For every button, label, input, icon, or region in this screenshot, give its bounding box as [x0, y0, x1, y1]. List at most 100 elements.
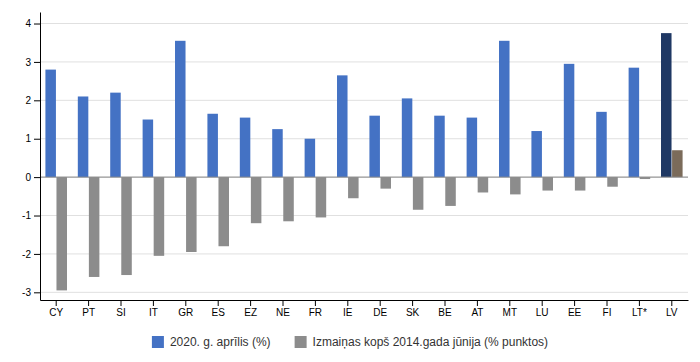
y-tick: -3 [22, 287, 40, 298]
bar [467, 118, 478, 178]
bar [402, 98, 413, 177]
bar [478, 177, 489, 192]
x-tick-label: IT [149, 307, 158, 318]
bar [499, 41, 510, 177]
x-tick: EZ [244, 300, 257, 318]
y-tick-label: 0 [25, 172, 31, 183]
y-axis-line [40, 13, 41, 301]
x-tick-mark [218, 300, 219, 306]
y-tick-label: -3 [22, 287, 31, 298]
x-tick-mark [56, 300, 57, 306]
x-tick-mark [542, 300, 543, 306]
y-tick-label: -2 [22, 249, 31, 260]
bar [175, 41, 186, 177]
x-tick: MT [503, 300, 517, 318]
bar [78, 96, 89, 177]
x-tick: LT* [632, 300, 647, 318]
bar [143, 120, 154, 178]
bar [218, 177, 229, 246]
x-tick-label: LT* [632, 307, 647, 318]
bar [110, 93, 121, 177]
x-tick-label: BE [438, 307, 452, 318]
bar [121, 177, 132, 275]
x-tick-label: AT [471, 307, 483, 318]
grid-line [40, 253, 688, 254]
x-tick-label: EZ [244, 307, 257, 318]
y-axis: -3 -2 -1 0 1 2 3 4 [22, 13, 40, 301]
x-tick: EE [568, 300, 582, 318]
x-tick-label: PT [82, 307, 95, 318]
x-tick-label: IE [343, 307, 353, 318]
x-tick-label: CY [49, 307, 63, 318]
x-tick-label: LU [536, 307, 549, 318]
x-tick-mark [88, 300, 89, 306]
x-tick: GR [178, 300, 193, 318]
x-tick: FI [603, 300, 612, 318]
x-tick-mark [509, 300, 510, 306]
legend: 2020. g. aprīlis (%) Izmaiņas kopš 2014.g… [152, 335, 548, 349]
bar [316, 177, 327, 217]
x-tick: AT [471, 300, 483, 318]
bar [305, 139, 316, 177]
x-tick-label: SI [116, 307, 125, 318]
x-tick: IT [149, 300, 158, 318]
grid-line [40, 138, 688, 139]
y-tick: 3 [25, 57, 40, 68]
x-tick-mark [639, 300, 640, 306]
bar [154, 177, 165, 256]
y-tick-mark [34, 292, 40, 293]
x-tick-mark [574, 300, 575, 306]
x-tick: PT [82, 300, 95, 318]
x-axis-line [41, 300, 689, 301]
bar [369, 116, 380, 177]
y-tick-label: 2 [25, 95, 31, 106]
bar-series [45, 33, 671, 177]
legend-item: 2020. g. aprīlis (%) [152, 335, 271, 349]
y-tick-label: -1 [22, 210, 31, 221]
x-tick-label: GR [178, 307, 193, 318]
legend-swatch [152, 336, 164, 348]
x-tick-label: EE [568, 307, 582, 318]
bar [445, 177, 456, 206]
x-tick: FR [309, 300, 322, 318]
y-tick: 4 [25, 18, 40, 29]
x-tick-label: FR [309, 307, 322, 318]
x-tick-mark [185, 300, 186, 306]
x-tick-mark [153, 300, 154, 306]
y-tick-mark [34, 216, 40, 217]
y-tick: 1 [25, 133, 40, 144]
legend-label: 2020. g. aprīlis (%) [170, 335, 271, 349]
x-tick: LU [536, 300, 549, 318]
bar [434, 116, 445, 177]
grid [40, 24, 688, 293]
y-tick-label: 3 [25, 57, 31, 68]
x-tick: SI [116, 300, 125, 318]
grid-line [40, 61, 688, 62]
legend-item: Izmaiņas kopš 2014.gada jūnija (% punkto… [295, 335, 548, 349]
bar [337, 75, 348, 177]
y-tick-mark [34, 62, 40, 63]
bar [510, 177, 521, 194]
y-tick-mark [34, 100, 40, 101]
bar [596, 112, 607, 177]
grid-line [40, 100, 688, 101]
x-tick: DE [373, 300, 387, 318]
x-tick: IE [343, 300, 353, 318]
bar [89, 177, 100, 277]
bar-series [56, 150, 682, 290]
y-tick: -1 [22, 210, 40, 221]
bar [207, 114, 218, 177]
x-tick: ES [212, 300, 226, 318]
y-tick-mark [34, 177, 40, 178]
grid-line [40, 215, 688, 216]
x-tick: NE [276, 300, 290, 318]
x-tick-label: SK [406, 307, 420, 318]
bar [607, 177, 618, 187]
bar [56, 177, 67, 290]
x-tick-mark [347, 300, 348, 306]
x-tick-mark [477, 300, 478, 306]
bar [186, 177, 197, 252]
bar [672, 150, 683, 177]
bar [564, 64, 575, 177]
grid-line [40, 177, 688, 178]
